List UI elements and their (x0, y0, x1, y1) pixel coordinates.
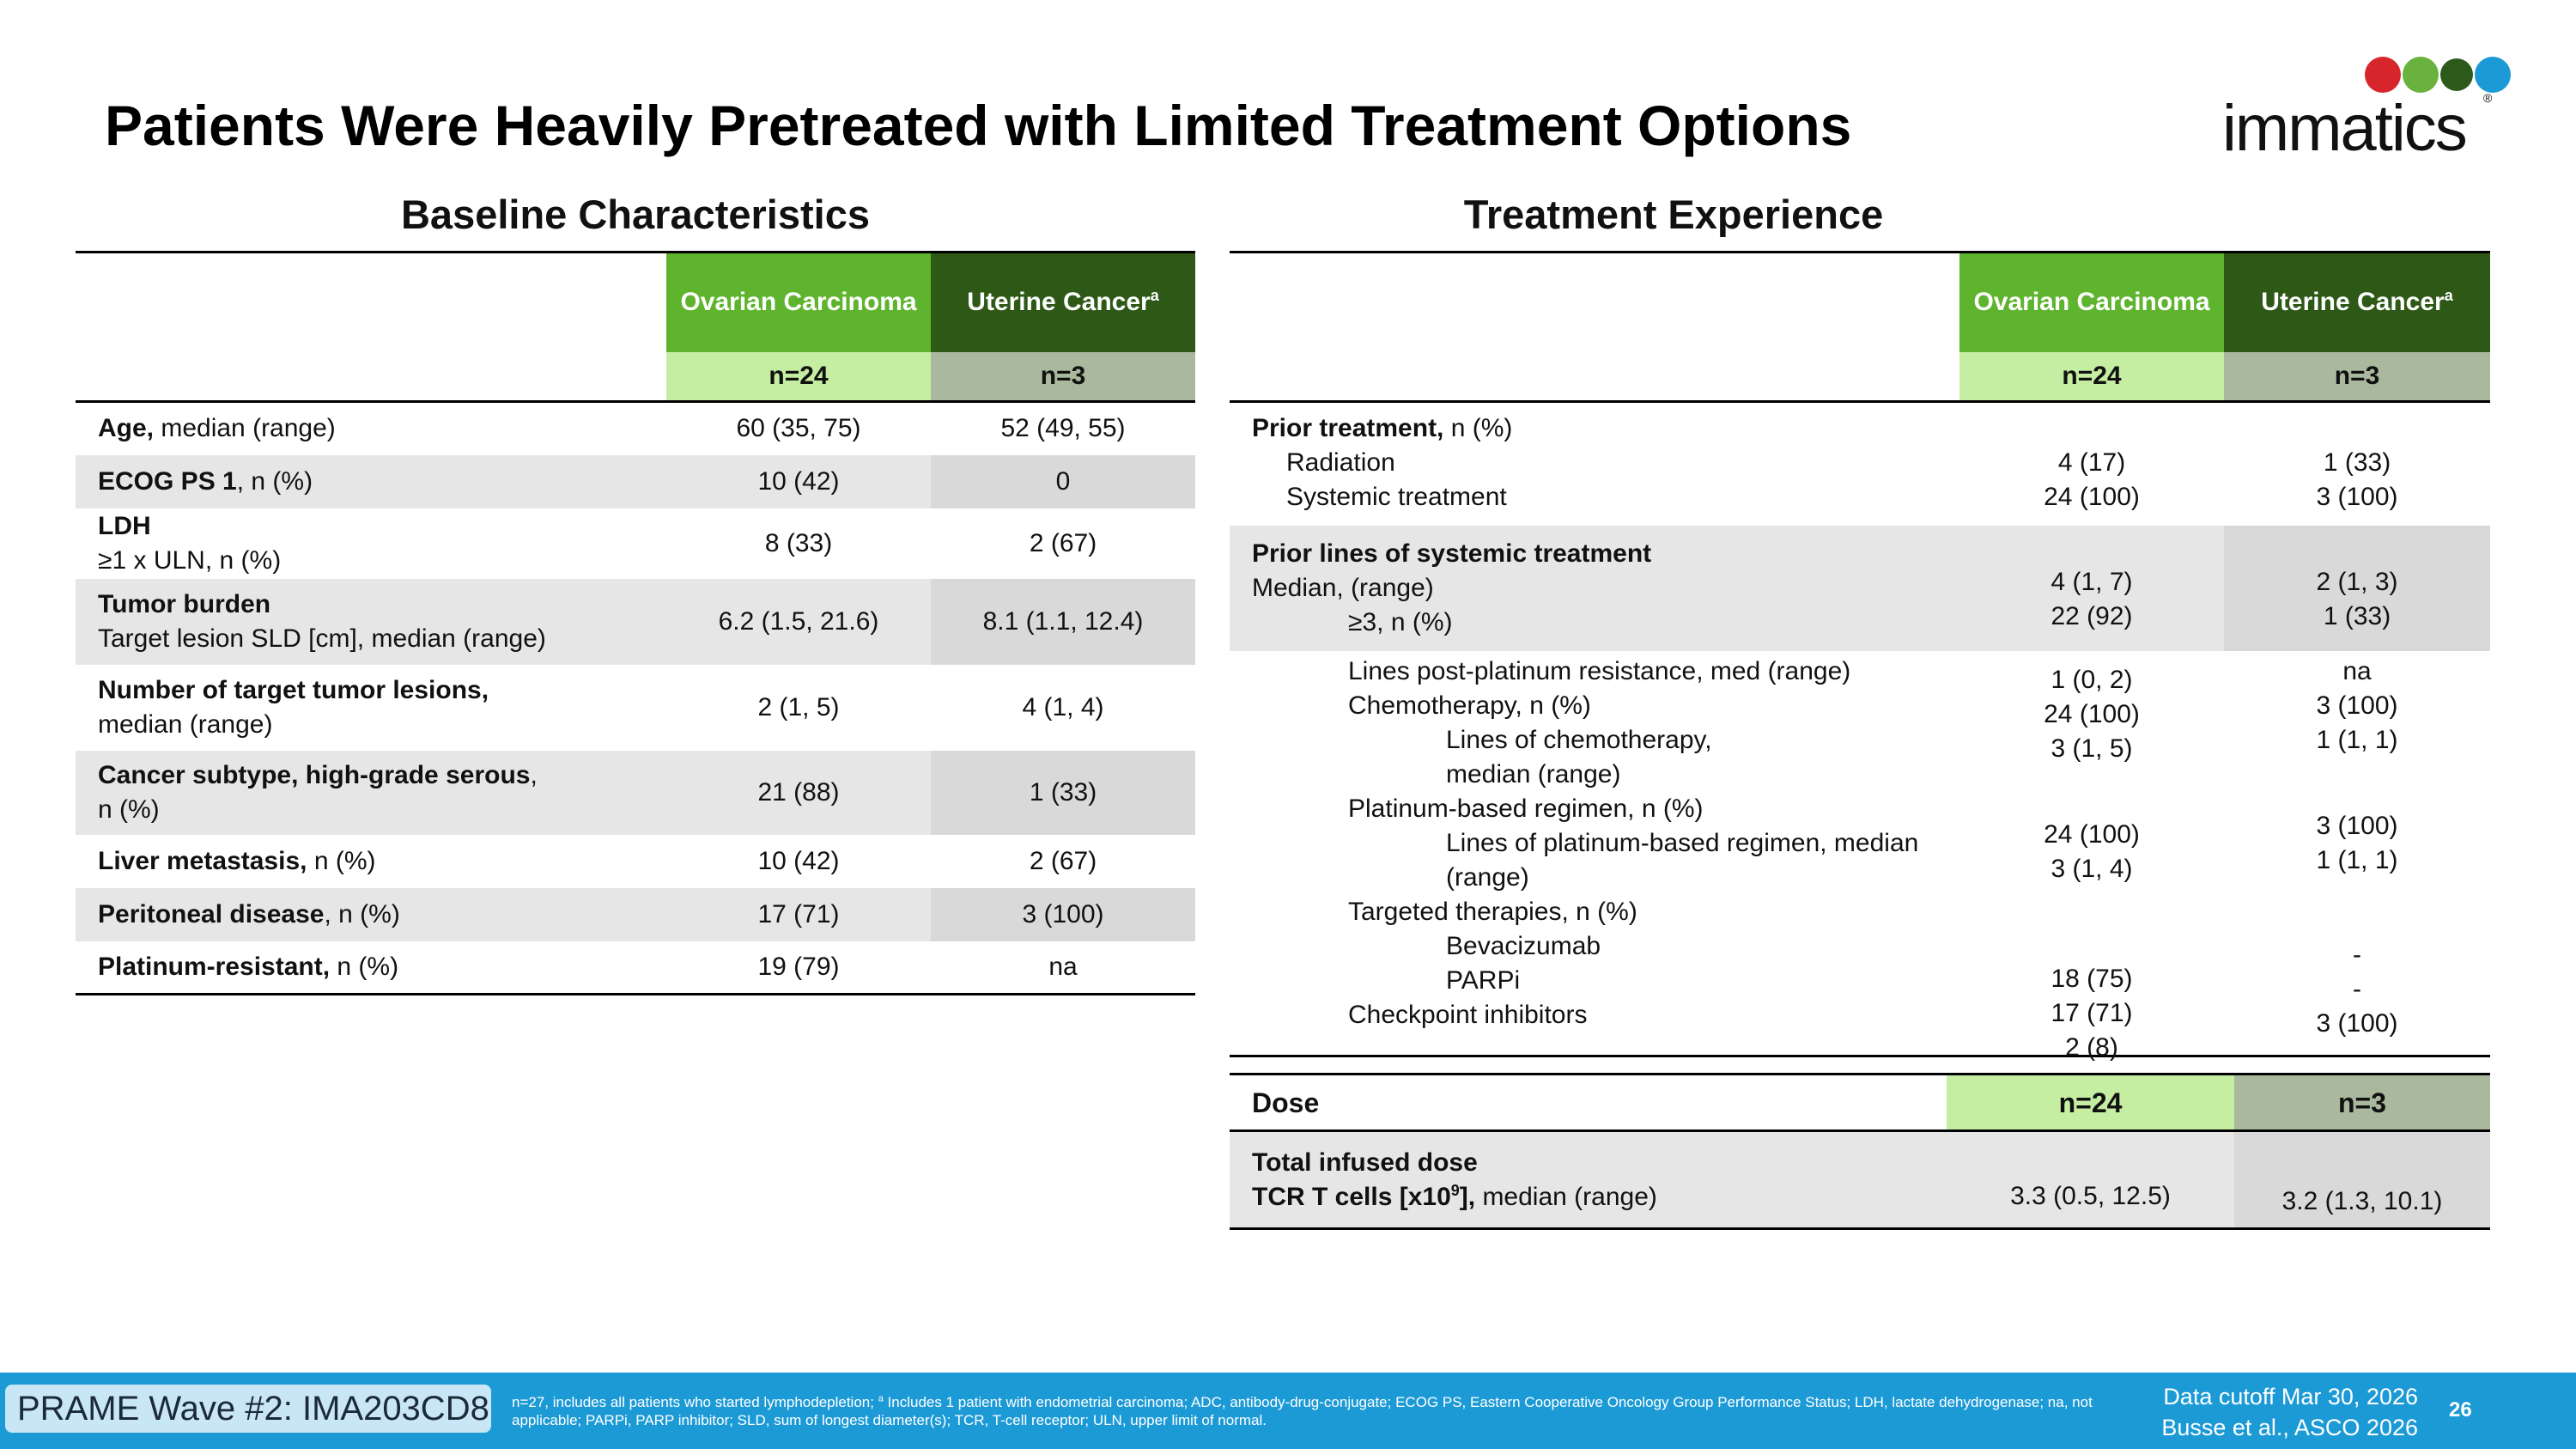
dose-label: Dose (1230, 1073, 1947, 1132)
page-number: 26 (2449, 1398, 2472, 1422)
footnote: n=27, includes all patients who started … (512, 1393, 2093, 1428)
table-row: Prior lines of systemic treatment Median… (1230, 525, 2490, 651)
baseline-title: Baseline Characteristics (400, 192, 870, 237)
table-row: Platinum-resistant, n (%) 19 (79) na (76, 941, 1195, 995)
citation: Data cutoff Mar 30, 2026 Busse et al., A… (2161, 1384, 2418, 1440)
table-row: Peritoneal disease, n (%) 17 (71) 3 (100… (76, 887, 1195, 941)
baseline-col-ovarian-n: n=24 (666, 351, 931, 403)
treatment-title: Treatment Experience (1463, 192, 1884, 237)
table-row: Prior treatment, n (%) Radiation Systemi… (1252, 414, 2398, 511)
slide-title: Patients Were Heavily Pretreated with Li… (105, 94, 1852, 157)
table-row: Lines post-platinum resistance, med (ran… (1230, 650, 2490, 1062)
dose-col-ovarian-n: n=24 (1947, 1073, 2234, 1132)
table-row: Tumor burden Target lesion SLD [cm], medi… (76, 578, 1195, 665)
table-row: ECOG PS 1, n (%) 10 (42) 0 (76, 454, 1195, 508)
immatics-logo: immatics ® (2222, 53, 2511, 165)
table-row: Cancer subtype, high-grade serous, n (%) … (76, 750, 1195, 835)
program-badge: PRAME Wave #2: IMA203CD8 (5, 1385, 491, 1433)
treatment-col-uterine-n: n=3 (2224, 351, 2490, 403)
table-row: Total infused dose TCR T cells [x109], m… (1230, 1130, 2490, 1230)
table-row: LDH ≥1 x ULN, n (%) 8 (33) 2 (67) (98, 511, 1097, 575)
treatment-col-uterine-header: Uterine Cancera (2224, 251, 2490, 352)
footer-bar: PRAME Wave #2: IMA203CD8 n=27, includes … (0, 1373, 2576, 1449)
table-row: Age, median (range) 60 (35, 75) 52 (49, … (98, 414, 1126, 443)
baseline-table: Ovarian Carcinoma Uterine Cancera n=24 n… (76, 251, 1195, 995)
treatment-table: Ovarian Carcinoma Uterine Cancera n=24 n… (1230, 251, 2490, 1062)
baseline-col-uterine-header: Uterine Cancera (931, 251, 1195, 352)
dose-col-uterine-n: n=3 (2234, 1073, 2490, 1132)
treatment-col-ovarian-n: n=24 (1959, 351, 2224, 403)
table-row: Liver metastasis, n (%) 10 (42) 2 (67) (98, 846, 1097, 875)
logo-registered-mark: ® (2483, 91, 2493, 105)
table-row: Number of target tumor lesions, median (r… (98, 675, 1104, 739)
treatment-col-ovarian-header: Ovarian Carcinoma (1959, 251, 2224, 352)
baseline-col-ovarian-header: Ovarian Carcinoma (666, 251, 931, 352)
logo-wordmark: immatics (2222, 92, 2468, 165)
baseline-col-uterine-n: n=3 (931, 351, 1195, 403)
dose-table: Dose n=24 n=3 Total infused dose TCR T c… (1230, 1073, 2490, 1230)
